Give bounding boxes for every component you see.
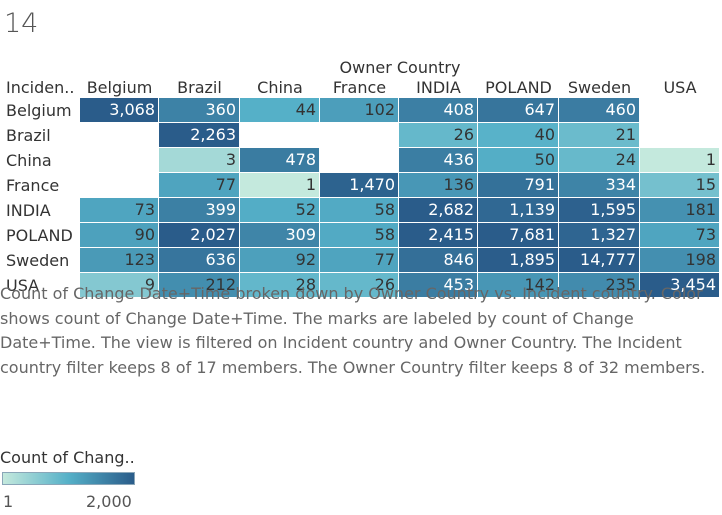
heatmap-cell[interactable]: 1,139 xyxy=(478,198,558,222)
heatmap-cell[interactable]: 14,777 xyxy=(559,248,639,272)
row-header-poland: POLAND xyxy=(6,226,73,245)
heatmap-cell[interactable]: 198 xyxy=(640,248,719,272)
heatmap-cell[interactable]: 77 xyxy=(159,173,239,197)
chart-caption: Count of Change Date+Time broken down by… xyxy=(0,284,706,377)
heatmap-cell[interactable]: 9 xyxy=(80,273,158,297)
heatmap-cell[interactable]: 73 xyxy=(80,198,158,222)
heatmap-cell[interactable]: 2,027 xyxy=(159,223,239,247)
heatmap-cell[interactable]: 102 xyxy=(320,98,398,122)
row-header-belgium: Belgium xyxy=(6,101,72,120)
heatmap-cell[interactable]: 92 xyxy=(240,248,319,272)
heatmap-cell[interactable]: 636 xyxy=(159,248,239,272)
column-header-france: France xyxy=(332,78,387,97)
heatmap-cell[interactable]: 2,415 xyxy=(399,223,477,247)
column-header-title: Owner Country xyxy=(339,58,461,77)
column-header-usa: USA xyxy=(663,78,697,97)
row-header-sweden: Sweden xyxy=(6,251,70,270)
heatmap-cell[interactable]: 436 xyxy=(399,148,477,172)
column-header-belgium: Belgium xyxy=(86,78,153,97)
heatmap-cell[interactable]: 52 xyxy=(240,198,319,222)
heatmap-cell[interactable]: 2,682 xyxy=(399,198,477,222)
heatmap-cell[interactable]: 28 xyxy=(240,273,319,297)
heatmap-cell[interactable]: 1 xyxy=(240,173,319,197)
heatmap-cell[interactable]: 21 xyxy=(559,123,639,147)
row-header-india: INDIA xyxy=(6,201,51,220)
heatmap-cell[interactable]: 1 xyxy=(640,148,719,172)
legend-min-label: 1 xyxy=(3,492,14,511)
heatmap-cell[interactable]: 408 xyxy=(399,98,477,122)
heatmap-cell[interactable]: 3 xyxy=(159,148,239,172)
heatmap-cell[interactable]: 15 xyxy=(640,173,719,197)
heatmap-cell[interactable]: 136 xyxy=(399,173,477,197)
sheet-title: 14 xyxy=(4,8,39,39)
heatmap-cell[interactable]: 460 xyxy=(559,98,639,122)
heatmap-cell[interactable]: 181 xyxy=(640,198,719,222)
column-header-sweden: Sweden xyxy=(567,78,632,97)
row-header-france: France xyxy=(6,176,60,195)
heatmap-cell[interactable]: 77 xyxy=(320,248,398,272)
heatmap-cell[interactable]: 7,681 xyxy=(478,223,558,247)
heatmap-cell[interactable]: 334 xyxy=(559,173,639,197)
column-header-poland: POLAND xyxy=(485,78,552,97)
heatmap-cell[interactable]: 212 xyxy=(159,273,239,297)
heatmap-cell[interactable]: 235 xyxy=(559,273,639,297)
legend-max-label: 2,000 xyxy=(86,492,132,511)
heatmap-cell[interactable]: 846 xyxy=(399,248,477,272)
heatmap-cell[interactable]: 24 xyxy=(559,148,639,172)
column-header-brazil: Brazil xyxy=(177,78,222,97)
heatmap-cell[interactable]: 791 xyxy=(478,173,558,197)
heatmap-cell[interactable]: 2,263 xyxy=(159,123,239,147)
heatmap-cell[interactable]: 453 xyxy=(399,273,477,297)
heatmap-cell[interactable]: 309 xyxy=(240,223,319,247)
legend-title: Count of Chang.. xyxy=(0,448,135,467)
heatmap-cell[interactable]: 40 xyxy=(478,123,558,147)
row-header-brazil: Brazil xyxy=(6,126,51,145)
heatmap-cell[interactable]: 26 xyxy=(399,123,477,147)
heatmap-cell[interactable]: 647 xyxy=(478,98,558,122)
heatmap-cell[interactable]: 26 xyxy=(320,273,398,297)
heatmap-cell[interactable]: 3,454 xyxy=(640,273,719,297)
column-header-india: INDIA xyxy=(416,78,461,97)
heatmap-cell[interactable]: 1,595 xyxy=(559,198,639,222)
row-header-title: Inciden.. xyxy=(6,78,75,97)
heatmap-cell[interactable]: 1,470 xyxy=(320,173,398,197)
heatmap-cell[interactable]: 399 xyxy=(159,198,239,222)
heatmap-cell[interactable]: 1,895 xyxy=(478,248,558,272)
heatmap-cell[interactable]: 90 xyxy=(80,223,158,247)
heatmap-cell[interactable]: 44 xyxy=(240,98,319,122)
heatmap-cell[interactable]: 58 xyxy=(320,223,398,247)
heatmap-cell[interactable]: 360 xyxy=(159,98,239,122)
heatmap-cell[interactable]: 50 xyxy=(478,148,558,172)
row-header-china: China xyxy=(6,151,52,170)
heatmap-cell[interactable]: 1,327 xyxy=(559,223,639,247)
legend-color-bar xyxy=(2,472,135,485)
heatmap-cell[interactable]: 73 xyxy=(640,223,719,247)
heatmap-cell[interactable]: 58 xyxy=(320,198,398,222)
heatmap-cell[interactable]: 142 xyxy=(478,273,558,297)
column-header-china: China xyxy=(257,78,303,97)
row-header-usa: USA xyxy=(6,276,40,295)
heatmap-cell[interactable]: 3,068 xyxy=(80,98,158,122)
heatmap-cell[interactable]: 478 xyxy=(240,148,319,172)
heatmap-cell[interactable]: 123 xyxy=(80,248,158,272)
